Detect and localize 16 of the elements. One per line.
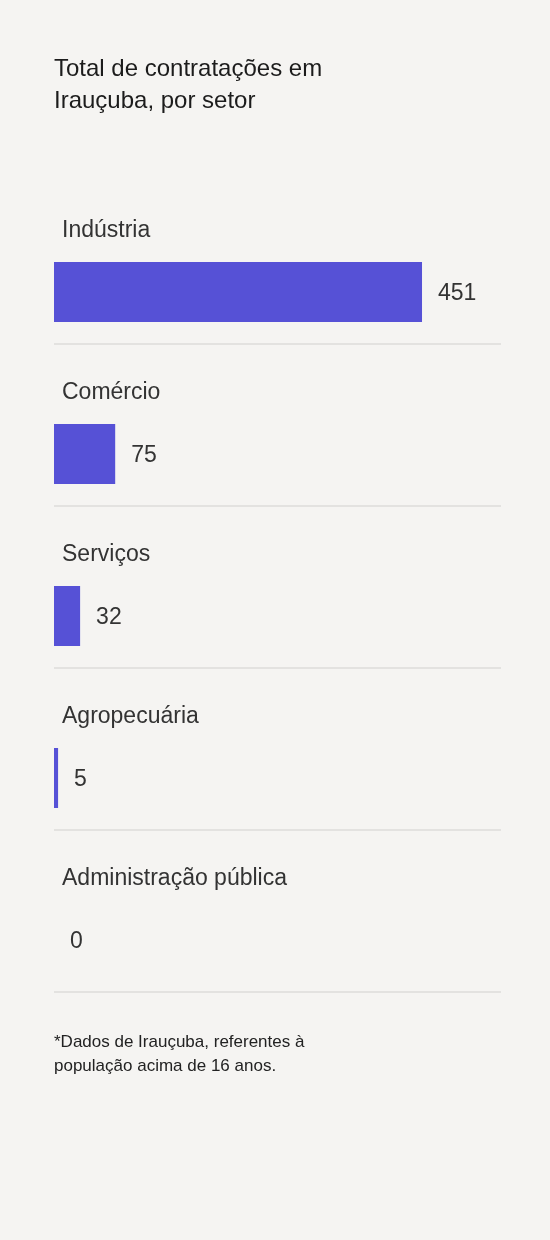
data-label: 0 bbox=[70, 927, 83, 953]
y-tick-label: Agropecuária bbox=[62, 701, 200, 728]
y-tick-label: Serviços bbox=[62, 539, 151, 566]
data-label: 5 bbox=[74, 765, 87, 791]
y-tick-label: Indústria bbox=[62, 215, 151, 242]
y-tick-label: Administração pública bbox=[62, 863, 288, 890]
text: *Dados de Irauçuba, referentes à população acima de 16 anos. bbox=[54, 1031, 306, 1077]
data-label: 32 bbox=[96, 603, 122, 629]
data-label: 451 bbox=[438, 279, 477, 305]
bar bbox=[54, 262, 423, 322]
bar bbox=[54, 424, 116, 484]
bar bbox=[54, 586, 81, 646]
y-tick-label: Comércio bbox=[62, 377, 161, 404]
chart-title: Total de contratações em Irauçuba, por setor bbox=[54, 53, 324, 115]
bar bbox=[54, 748, 59, 808]
data-label: 75 bbox=[131, 441, 157, 467]
